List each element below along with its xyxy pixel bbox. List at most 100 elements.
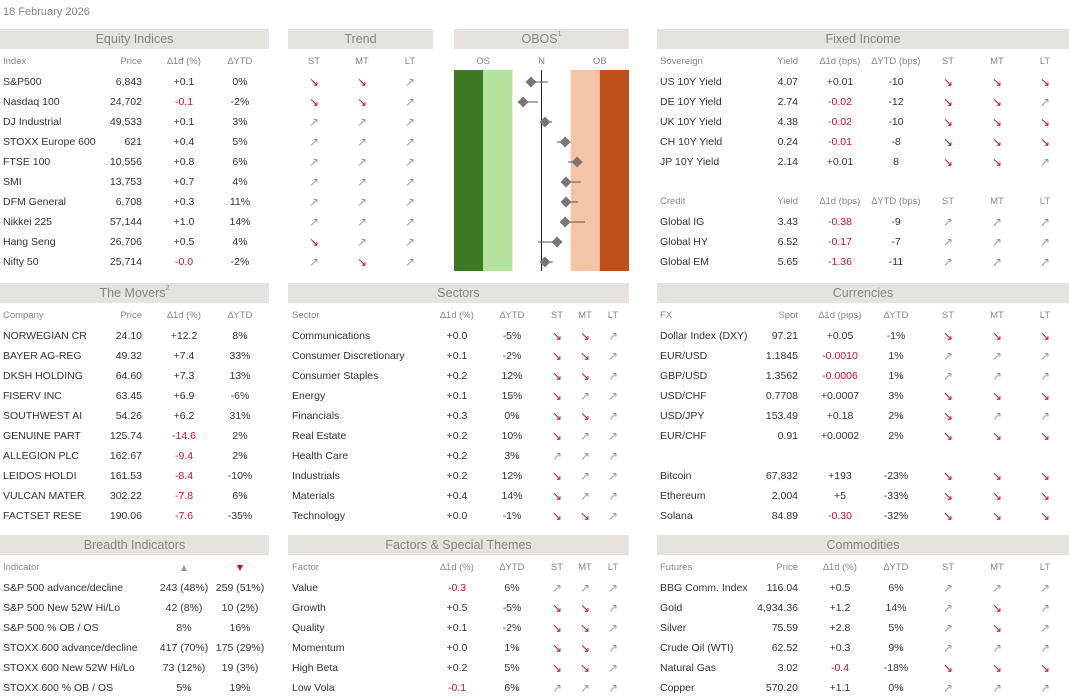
column-header: MT [578, 562, 592, 573]
row-label: ↗ [308, 135, 320, 149]
cell: 97.21 [771, 330, 798, 342]
cell: 6% [232, 156, 248, 168]
cell: ↗ [607, 429, 619, 443]
cell: ↗ [607, 329, 619, 343]
row-label: VULCAN MATER [3, 490, 85, 502]
column-header: ∆1d (bps) [819, 56, 861, 67]
cell: 3.02 [777, 662, 798, 674]
row-label: S&P 500 New 52W Hi/Lo [3, 602, 121, 614]
cell: ↘ [942, 661, 954, 675]
cell: 25,714 [109, 256, 142, 268]
column-header: ∆YTD [227, 56, 253, 67]
column-header: Indicator [3, 562, 40, 573]
row-label: Consumer Staples [292, 370, 379, 382]
cell: -10 [888, 76, 904, 88]
cell: ↘ [1039, 329, 1051, 343]
cell: ↗ [991, 581, 1003, 595]
cell: ↗ [356, 215, 368, 229]
row-label: UK 10Y Yield [660, 116, 722, 128]
cell: 0% [232, 76, 248, 88]
cell: ↗ [607, 369, 619, 383]
row-label: ALLEGION PLC [3, 450, 79, 462]
cell: 5% [504, 662, 520, 674]
cell: -0.30 [828, 510, 852, 522]
column-header: Yield [777, 56, 798, 67]
cell: ↘ [1039, 661, 1051, 675]
cell: ↗ [1039, 621, 1051, 635]
cell: 259 (51%) [215, 582, 265, 594]
row-label: SOUTHWEST AI [3, 410, 83, 422]
cell: ↘ [1039, 489, 1051, 503]
row-label: Value [292, 582, 319, 594]
cell: ↗ [607, 641, 619, 655]
cell: 2% [232, 450, 248, 462]
cell: -2% [502, 622, 522, 634]
cell: 1% [504, 642, 520, 654]
cell: -10 [888, 116, 904, 128]
cell: ↘ [991, 601, 1003, 615]
cell: ↗ [607, 489, 619, 503]
column-header: ∆1d (%) [440, 310, 474, 321]
cell: ↘ [942, 115, 954, 129]
cell: ↗ [942, 235, 954, 249]
cell: ↘ [1039, 429, 1051, 443]
cell: ↘ [942, 409, 954, 423]
section-title: OBOS [521, 32, 558, 46]
row-label: Financials [292, 410, 340, 422]
cell: +0.3 [829, 642, 851, 654]
section-title: Fixed Income [825, 32, 901, 46]
cell: ↗ [1039, 255, 1051, 269]
cell: ↗ [607, 349, 619, 363]
row-label: DE 10Y Yield [660, 96, 722, 108]
cell: -5% [502, 602, 522, 614]
cell: 4,934.36 [757, 602, 798, 614]
cell: +2.8 [829, 622, 851, 634]
column-header: Index [3, 56, 27, 67]
cell: ↗ [991, 681, 1003, 695]
cell: ↘ [579, 621, 591, 635]
cell: 14% [229, 216, 251, 228]
cell: 62.52 [771, 642, 798, 654]
row-label: S&P 500 % OB / OS [3, 622, 99, 634]
cell: 24,702 [109, 96, 142, 108]
cell: 243 (48%) [159, 582, 209, 594]
row-label: ↘ [308, 95, 320, 109]
cell: 4.07 [777, 76, 798, 88]
cell: 75.59 [771, 622, 798, 634]
cell: ↗ [404, 95, 416, 109]
row-label: S&P500 [3, 76, 42, 88]
row-label: CH 10Y Yield [660, 136, 723, 148]
cell: 8 [893, 156, 899, 168]
row-label: Health Care [292, 450, 349, 462]
cell: 15% [501, 390, 523, 402]
row-label: USD/JPY [660, 410, 705, 422]
cell: ↘ [579, 329, 591, 343]
cell: 12% [501, 470, 523, 482]
cell: ↗ [607, 509, 619, 523]
cell: ↗ [551, 681, 563, 695]
cell: ↗ [1039, 369, 1051, 383]
section-header: The Movers2 [0, 283, 269, 303]
cell: -1% [886, 330, 906, 342]
cell: -0.02 [828, 116, 852, 128]
row-label: ↗ [308, 255, 320, 269]
row-label: ↗ [308, 195, 320, 209]
cell: ↘ [551, 489, 563, 503]
column-header: ▲ [178, 562, 190, 574]
cell: 5% [176, 682, 192, 694]
cell: +12.2 [170, 330, 198, 342]
obos-marker [539, 116, 551, 128]
cell: ↘ [356, 95, 368, 109]
cell: +0.8 [173, 156, 195, 168]
cell: 57,144 [109, 216, 142, 228]
row-label: ↘ [308, 235, 320, 249]
cell: 73 (12%) [162, 662, 206, 674]
cell: ↘ [551, 429, 563, 443]
cell: -18% [883, 662, 909, 674]
cell: +0.2 [446, 430, 468, 442]
cell: 161.53 [109, 470, 142, 482]
zone-label: OB [592, 56, 607, 67]
cell: ↗ [607, 389, 619, 403]
cell: ↗ [579, 449, 591, 463]
